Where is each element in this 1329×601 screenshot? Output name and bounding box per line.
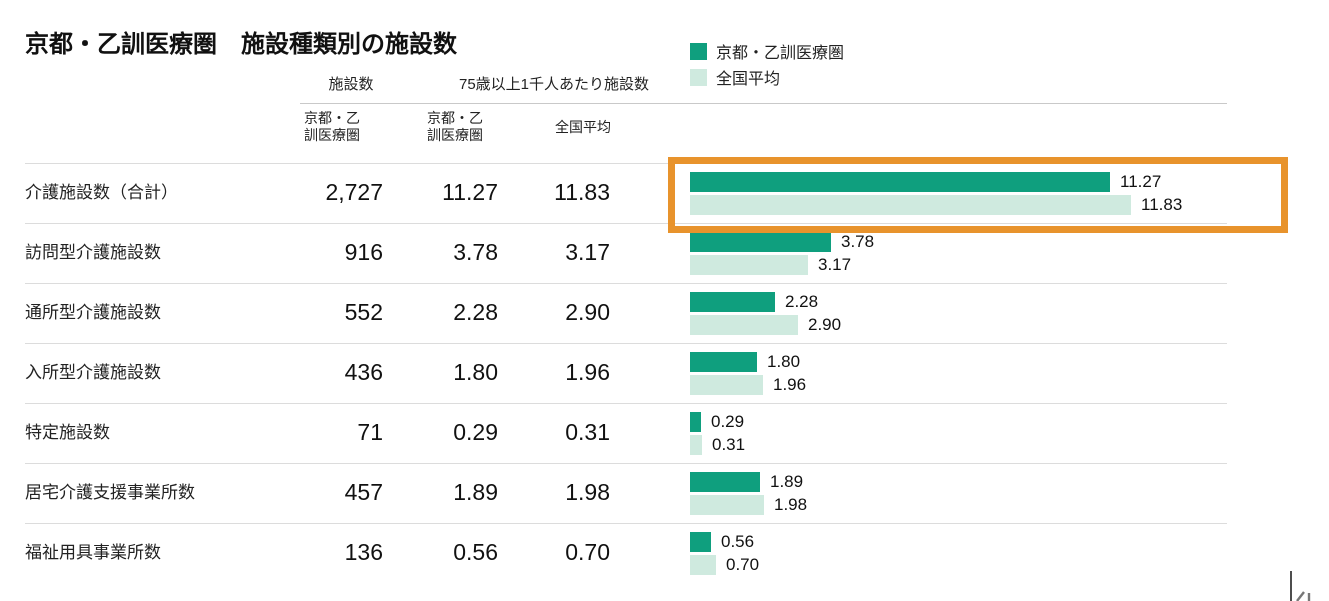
bar-group: 0.29 0.31 bbox=[690, 403, 1227, 463]
national-bar bbox=[690, 195, 1131, 215]
bar-group: 2.28 2.90 bbox=[690, 283, 1227, 343]
local-bar bbox=[690, 412, 701, 432]
table-row: 入所型介護施設数 436 1.80 1.96 1.80 1.96 bbox=[25, 343, 1227, 403]
row-divider bbox=[25, 343, 1227, 344]
row-divider bbox=[25, 223, 1227, 224]
resize-cursor-icon bbox=[1290, 571, 1311, 601]
local-rate-value: 1.80 bbox=[453, 359, 498, 385]
row-label: 福祉用具事業所数 bbox=[25, 543, 161, 562]
sub-header-count-local: 京都・乙訓医療圏 bbox=[304, 110, 360, 143]
local-rate-value: 1.89 bbox=[453, 479, 498, 505]
page-title: 京都・乙訓医療圏 施設種類別の施設数 bbox=[25, 31, 457, 59]
national-bar-value: 1.98 bbox=[774, 495, 808, 514]
national-rate-value: 0.31 bbox=[565, 419, 610, 445]
national-bar-value: 11.83 bbox=[1141, 195, 1183, 214]
facility-count-value: 436 bbox=[344, 359, 383, 385]
national-rate-value: 1.96 bbox=[565, 359, 610, 385]
national-rate-value: 11.83 bbox=[554, 179, 610, 205]
local-bar bbox=[690, 172, 1110, 192]
local-bar-value: 3.78 bbox=[841, 232, 875, 251]
national-bar bbox=[690, 435, 702, 455]
legend-swatch-national bbox=[690, 68, 707, 86]
bar-group: 1.80 1.96 bbox=[690, 343, 1227, 403]
local-bar-value: 1.80 bbox=[767, 352, 801, 371]
local-bar-value: 0.29 bbox=[711, 412, 745, 431]
row-label: 介護施設数（合計） bbox=[25, 183, 178, 202]
bar-group: 3.78 3.17 bbox=[690, 223, 1227, 283]
sub-header-rate-local: 京都・乙訓医療圏 bbox=[427, 110, 483, 143]
local-bar bbox=[690, 292, 775, 312]
row-divider bbox=[25, 163, 1227, 164]
row-label: 通所型介護施設数 bbox=[25, 303, 161, 322]
row-divider bbox=[25, 523, 1227, 524]
local-bar bbox=[690, 232, 831, 252]
bar-group: 1.89 1.98 bbox=[690, 463, 1227, 523]
local-bar bbox=[690, 472, 760, 492]
national-bar bbox=[690, 255, 808, 275]
national-bar-value: 0.31 bbox=[712, 435, 746, 454]
highlight-box bbox=[668, 157, 1288, 233]
row-divider bbox=[25, 463, 1227, 464]
sub-header-rate-national: 全国平均 bbox=[555, 119, 611, 135]
local-rate-value: 2.28 bbox=[453, 299, 498, 325]
local-rate-value: 3.78 bbox=[453, 239, 498, 265]
legend-item-national: 全国平均 bbox=[690, 66, 844, 88]
table-row: 介護施設数（合計） 2,727 11.27 11.83 11.27 11.83 bbox=[25, 163, 1227, 223]
column-group-header-rate: 75歳以上1千人あたり施設数 bbox=[458, 76, 650, 93]
row-label: 居宅介護支援事業所数 bbox=[25, 483, 195, 502]
local-bar-value: 11.27 bbox=[1120, 172, 1162, 191]
national-bar bbox=[690, 555, 716, 575]
local-bar-value: 2.28 bbox=[785, 292, 819, 311]
national-bar-value: 0.70 bbox=[726, 555, 760, 574]
facility-count-value: 457 bbox=[344, 479, 383, 505]
local-rate-value: 0.56 bbox=[453, 539, 498, 565]
facility-count-value: 2,727 bbox=[325, 179, 383, 205]
facility-count-value: 552 bbox=[344, 299, 383, 325]
table-row: 居宅介護支援事業所数 457 1.89 1.98 1.89 1.98 bbox=[25, 463, 1227, 523]
national-rate-value: 0.70 bbox=[565, 539, 610, 565]
national-bar-value: 2.90 bbox=[808, 315, 842, 334]
table-row: 福祉用具事業所数 136 0.56 0.70 0.56 0.70 bbox=[25, 523, 1227, 583]
national-rate-value: 1.98 bbox=[565, 479, 610, 505]
local-rate-value: 11.27 bbox=[442, 179, 498, 205]
bar-group: 11.27 11.83 bbox=[690, 163, 1227, 223]
legend-label-national: 全国平均 bbox=[716, 71, 781, 88]
column-group-header-count: 施設数 bbox=[328, 76, 374, 93]
legend-label-local: 京都・乙訓医療圏 bbox=[716, 45, 845, 62]
row-label: 訪問型介護施設数 bbox=[25, 243, 161, 262]
national-bar-value: 1.96 bbox=[773, 375, 807, 394]
local-bar-value: 1.89 bbox=[770, 472, 804, 491]
national-bar bbox=[690, 375, 763, 395]
chart-legend: 京都・乙訓医療圏 全国平均 bbox=[690, 40, 844, 92]
table-row: 訪問型介護施設数 916 3.78 3.17 3.78 3.17 bbox=[25, 223, 1227, 283]
facility-count-value: 71 bbox=[357, 419, 383, 445]
row-divider bbox=[25, 403, 1227, 404]
row-divider bbox=[25, 283, 1227, 284]
header-divider bbox=[300, 103, 1227, 104]
national-bar bbox=[690, 495, 764, 515]
table-row: 通所型介護施設数 552 2.28 2.90 2.28 2.90 bbox=[25, 283, 1227, 343]
facility-count-value: 916 bbox=[344, 239, 383, 265]
bar-group: 0.56 0.70 bbox=[690, 523, 1227, 583]
national-bar-value: 3.17 bbox=[818, 255, 852, 274]
national-bar bbox=[690, 315, 798, 335]
local-rate-value: 0.29 bbox=[453, 419, 498, 445]
table-row: 特定施設数 71 0.29 0.31 0.29 0.31 bbox=[25, 403, 1227, 463]
national-rate-value: 2.90 bbox=[565, 299, 610, 325]
local-bar bbox=[690, 532, 711, 552]
local-bar bbox=[690, 352, 757, 372]
facility-count-value: 136 bbox=[344, 539, 383, 565]
row-label: 入所型介護施設数 bbox=[25, 363, 161, 382]
local-bar-value: 0.56 bbox=[721, 532, 755, 551]
national-rate-value: 3.17 bbox=[565, 239, 610, 265]
row-label: 特定施設数 bbox=[25, 423, 110, 442]
legend-item-local: 京都・乙訓医療圏 bbox=[690, 40, 844, 62]
legend-swatch-local bbox=[690, 42, 707, 60]
